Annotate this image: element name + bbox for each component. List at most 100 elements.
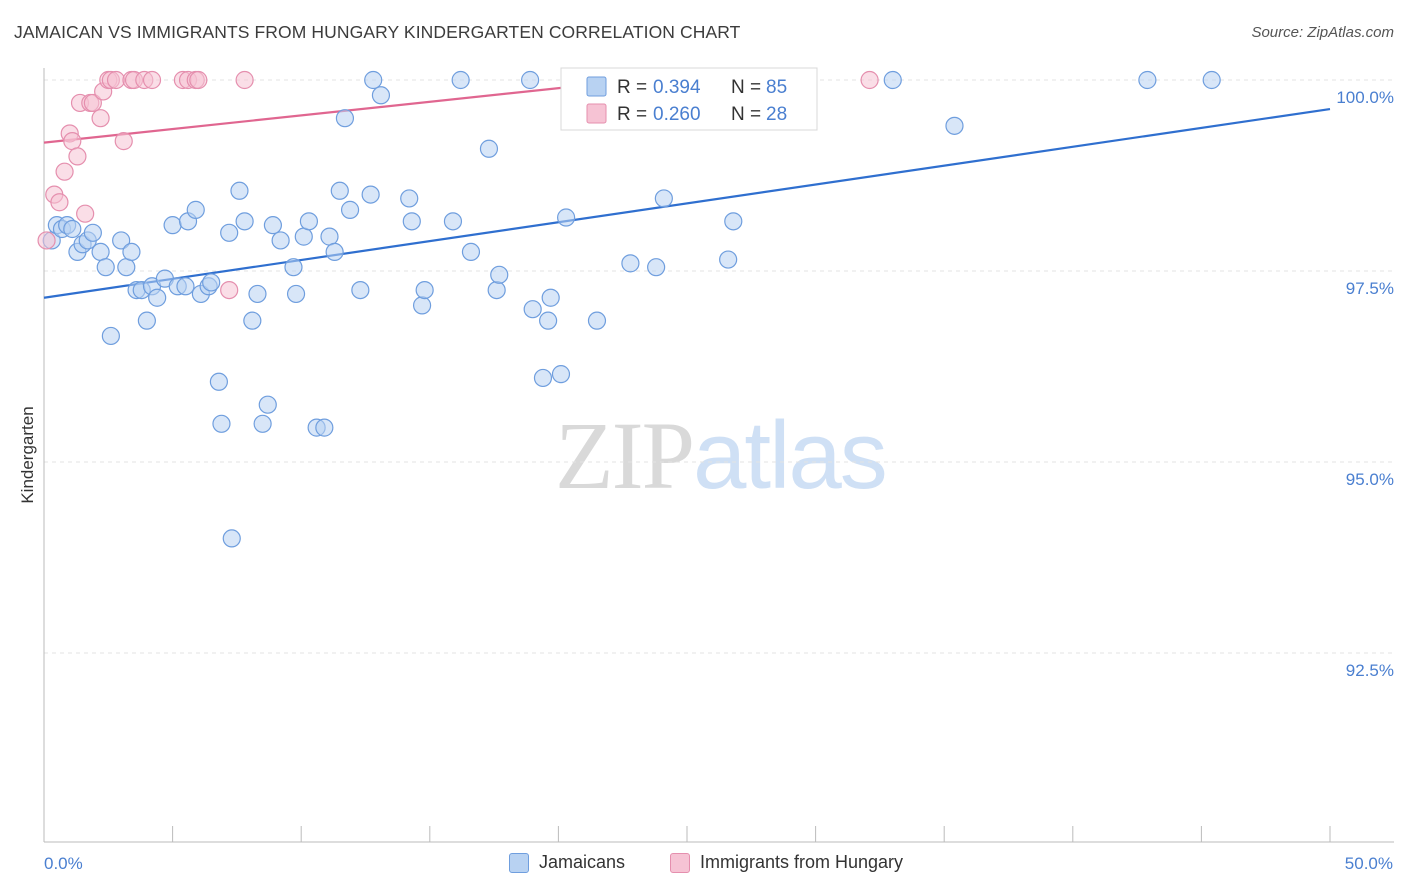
point-jamaicans-43 bbox=[294, 227, 313, 246]
point-jamaicans-78 bbox=[719, 250, 738, 269]
watermark-zip: ZIP bbox=[555, 402, 695, 509]
point-hungary-27 bbox=[860, 70, 879, 90]
point-jamaicans-76 bbox=[654, 189, 673, 208]
point-jamaicans-66 bbox=[521, 70, 540, 90]
point-jamaicans-48 bbox=[325, 242, 344, 261]
point-jamaicans-62 bbox=[461, 242, 481, 261]
point-jamaicans-75 bbox=[647, 258, 666, 277]
point-jamaicans-39 bbox=[263, 216, 283, 235]
legend-item-hungary: Immigrants from Hungary bbox=[670, 852, 903, 873]
point-jamaicans-30 bbox=[212, 414, 231, 433]
point-jamaicans-44 bbox=[299, 212, 319, 231]
point-jamaicans-40 bbox=[271, 231, 290, 250]
point-hungary-5 bbox=[63, 132, 82, 151]
point-jamaicans-41 bbox=[284, 258, 303, 277]
trend-line-jamaicans bbox=[43, 107, 1331, 299]
y-tick-label-0: 100.0% bbox=[1336, 88, 1394, 107]
source-note: Source: ZipAtlas.com bbox=[1251, 24, 1394, 41]
point-jamaicans-21 bbox=[163, 216, 182, 235]
stats-legend: R = 0.394 N = 85 R = 0.260 N = 28 bbox=[560, 67, 818, 131]
point-jamaicans-54 bbox=[364, 70, 383, 90]
point-jamaicans-9 bbox=[91, 242, 110, 261]
point-jamaicans-59 bbox=[415, 281, 434, 300]
point-hungary-15 bbox=[106, 70, 126, 90]
chart-title: JAMAICAN VS IMMIGRANTS FROM HUNGARY KIND… bbox=[14, 22, 741, 42]
point-jamaicans-17 bbox=[137, 311, 156, 330]
legend-swatch-hungary bbox=[586, 103, 607, 124]
point-hungary-3 bbox=[55, 162, 74, 181]
point-jamaicans-34 bbox=[235, 212, 254, 231]
watermark-atlas: atlas bbox=[693, 402, 888, 509]
point-jamaicans-33 bbox=[230, 181, 249, 200]
x-tick-label-0: 0.0% bbox=[44, 854, 83, 873]
point-jamaicans-38 bbox=[258, 395, 277, 414]
point-jamaicans-69 bbox=[539, 311, 558, 330]
point-jamaicans-32 bbox=[222, 529, 241, 548]
legend-r-value-1: 0.394 bbox=[653, 77, 701, 98]
point-jamaicans-55 bbox=[371, 86, 391, 105]
point-jamaicans-36 bbox=[248, 284, 267, 304]
legend-n-value-1: 85 bbox=[766, 77, 787, 98]
point-jamaicans-10 bbox=[96, 258, 115, 277]
watermark: ZIPatlas bbox=[555, 400, 888, 511]
legend-r-label-1: R = bbox=[617, 77, 647, 98]
point-hungary-2 bbox=[50, 193, 69, 212]
point-hungary-16 bbox=[114, 132, 133, 151]
point-jamaicans-25 bbox=[186, 200, 205, 219]
point-jamaicans-74 bbox=[621, 254, 640, 273]
point-jamaicans-31 bbox=[220, 223, 239, 242]
point-jamaicans-65 bbox=[490, 265, 509, 284]
point-jamaicans-13 bbox=[117, 258, 136, 277]
point-hungary-11 bbox=[91, 109, 110, 128]
point-jamaicans-47 bbox=[320, 227, 339, 246]
point-jamaicans-53 bbox=[361, 185, 380, 204]
point-jamaicans-23 bbox=[176, 277, 195, 296]
legend-swatch-jamaicans bbox=[586, 76, 607, 97]
legend-label-jamaicans: Jamaicans bbox=[539, 852, 626, 872]
point-jamaicans-60 bbox=[443, 212, 463, 231]
point-jamaicans-14 bbox=[122, 242, 141, 261]
legend-label-hungary: Immigrants from Hungary bbox=[700, 852, 904, 872]
legend-n-label-2: N = bbox=[731, 104, 761, 125]
point-jamaicans-83 bbox=[1202, 70, 1221, 90]
point-jamaicans-51 bbox=[340, 200, 360, 219]
point-hungary-6 bbox=[68, 147, 87, 166]
point-hungary-26 bbox=[235, 70, 254, 90]
x-tick-label-1: 50.0% bbox=[1345, 854, 1393, 873]
point-jamaicans-46 bbox=[315, 418, 334, 437]
point-jamaicans-63 bbox=[479, 139, 499, 158]
point-jamaicans-64 bbox=[487, 281, 506, 300]
legend-r-label-2: R = bbox=[617, 104, 647, 125]
point-jamaicans-49 bbox=[330, 181, 349, 200]
grid-lines bbox=[44, 79, 1394, 654]
axes bbox=[43, 68, 1394, 843]
point-jamaicans-29 bbox=[209, 372, 228, 391]
legend-n-value-2: 28 bbox=[766, 104, 787, 125]
point-jamaicans-12 bbox=[112, 231, 131, 250]
point-jamaicans-37 bbox=[253, 414, 272, 433]
point-jamaicans-19 bbox=[148, 288, 167, 307]
y-tick-label-1: 97.5% bbox=[1346, 279, 1394, 298]
legend-swatch-jamaicans-bottom bbox=[509, 852, 529, 873]
point-jamaicans-79 bbox=[724, 212, 743, 231]
legend-item-jamaicans: Jamaicans bbox=[509, 852, 625, 873]
y-tick-label-2: 95.0% bbox=[1346, 470, 1394, 489]
point-jamaicans-28 bbox=[202, 273, 221, 292]
point-jamaicans-71 bbox=[551, 365, 571, 384]
point-jamaicans-81 bbox=[945, 116, 964, 135]
point-hungary-10 bbox=[83, 93, 102, 113]
series-legend: Jamaicans Immigrants from Hungary bbox=[0, 852, 1406, 878]
point-jamaicans-52 bbox=[351, 281, 370, 300]
point-jamaicans-42 bbox=[286, 284, 306, 304]
point-jamaicans-68 bbox=[533, 368, 553, 388]
data-points bbox=[37, 70, 1221, 548]
point-jamaicans-61 bbox=[451, 70, 470, 90]
y-tick-label-3: 92.5% bbox=[1346, 661, 1394, 680]
point-jamaicans-58 bbox=[412, 296, 432, 315]
point-jamaicans-84 bbox=[883, 70, 902, 90]
tick-labels: 100.0% 97.5% 95.0% 92.5% 0.0% 50.0% bbox=[44, 88, 1394, 873]
point-hungary-24 bbox=[189, 70, 208, 90]
point-jamaicans-70 bbox=[541, 288, 560, 307]
point-jamaicans-67 bbox=[523, 300, 542, 319]
